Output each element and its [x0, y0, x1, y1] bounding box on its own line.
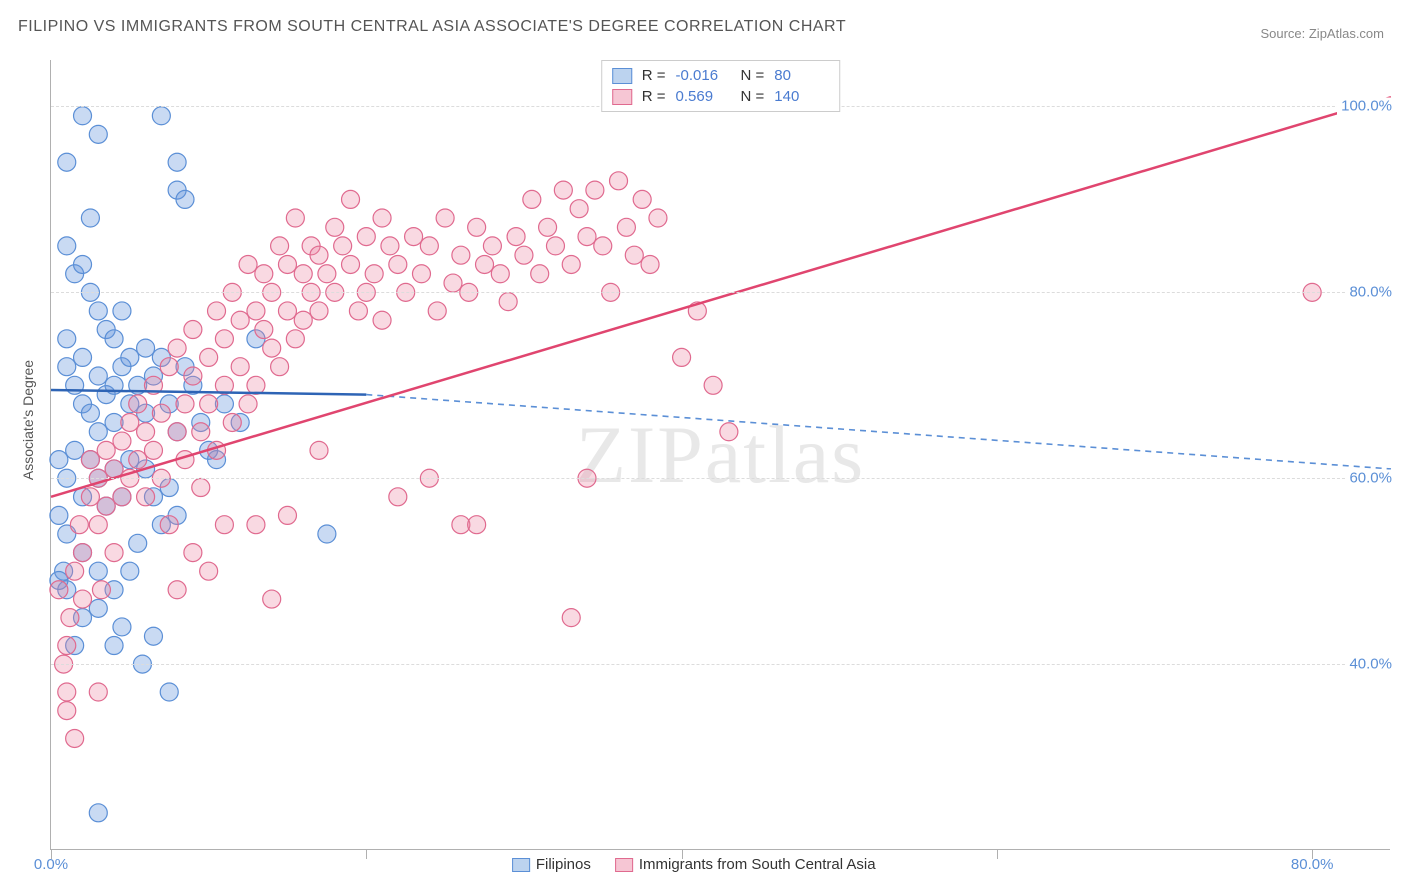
stats-legend: R = -0.016 N = 80 R = 0.569 N = 140: [601, 60, 841, 112]
swatch-immigrants: [612, 89, 632, 105]
swatch-filipinos: [612, 68, 632, 84]
plot-area: ZIPatlas R = -0.016 N = 80 R = 0.569 N =…: [50, 60, 1390, 850]
n-label: N =: [741, 67, 765, 84]
x-tick: [997, 849, 998, 859]
source-attribution: Source: ZipAtlas.com: [1260, 26, 1384, 41]
x-tick-label: 0.0%: [34, 856, 68, 873]
y-tick-label: 60.0%: [1345, 470, 1392, 487]
gridline: [51, 478, 1390, 479]
legend-item-immigrants: Immigrants from South Central Asia: [615, 856, 876, 873]
r-label: R =: [642, 88, 666, 105]
y-tick-label: 100.0%: [1337, 98, 1392, 115]
chart-title: FILIPINO VS IMMIGRANTS FROM SOUTH CENTRA…: [18, 18, 846, 36]
legend-item-filipinos: Filipinos: [512, 856, 591, 873]
gridline: [51, 292, 1390, 293]
r-label: R =: [642, 67, 666, 84]
n-value-filipinos: 80: [774, 67, 829, 84]
stats-row-immigrants: R = 0.569 N = 140: [612, 86, 830, 107]
n-label: N =: [741, 88, 765, 105]
gridline: [51, 664, 1390, 665]
y-tick-label: 80.0%: [1345, 284, 1392, 301]
n-value-immigrants: 140: [774, 88, 829, 105]
source-link[interactable]: ZipAtlas.com: [1309, 26, 1384, 41]
x-tick-label: 80.0%: [1291, 856, 1334, 873]
x-tick: [682, 849, 683, 859]
stats-row-filipinos: R = -0.016 N = 80: [612, 65, 830, 86]
r-value-filipinos: -0.016: [676, 67, 731, 84]
y-tick-label: 40.0%: [1345, 656, 1392, 673]
legend-label-immigrants: Immigrants from South Central Asia: [639, 856, 876, 873]
chart-svg: [51, 60, 1390, 849]
r-value-immigrants: 0.569: [676, 88, 731, 105]
swatch-immigrants: [615, 858, 633, 872]
source-label: Source:: [1260, 26, 1308, 41]
swatch-filipinos: [512, 858, 530, 872]
y-axis-title: Associate's Degree: [20, 360, 36, 480]
series-legend: Filipinos Immigrants from South Central …: [512, 856, 876, 873]
legend-label-filipinos: Filipinos: [536, 856, 591, 873]
x-tick: [366, 849, 367, 859]
